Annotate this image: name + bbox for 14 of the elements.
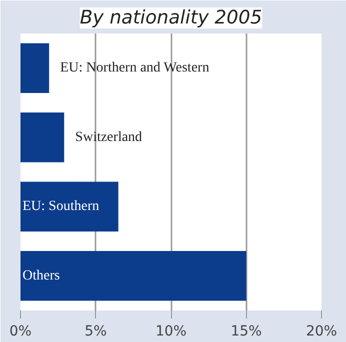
- y-tick-label: EU: Southern: [22, 199, 100, 214]
- x-tick-label: 15%: [230, 324, 262, 340]
- x-tick-label: 5%: [84, 324, 107, 340]
- bar: [20, 43, 50, 94]
- bar: [20, 182, 118, 232]
- x-tick-label: 0%: [9, 324, 32, 340]
- y-tick-label: EU: Northern and Western: [60, 60, 210, 76]
- chart-title: By nationality 2005: [80, 8, 262, 28]
- bar: [20, 112, 64, 162]
- y-tick-label: Others: [22, 268, 60, 284]
- x-tick-label: 10%: [155, 324, 187, 340]
- bar: [20, 250, 246, 301]
- x-tick-label: 20%: [306, 324, 338, 340]
- y-tick-label: Switzerland: [75, 130, 142, 145]
